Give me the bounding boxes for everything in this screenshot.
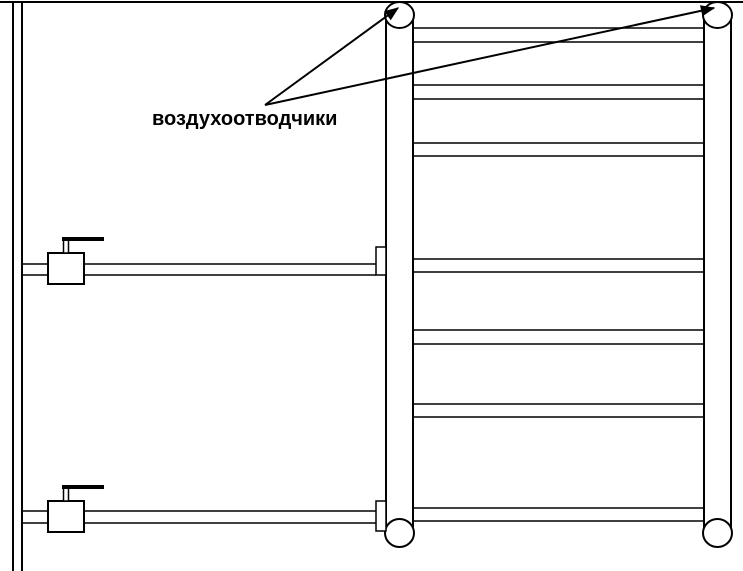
valve-stem-bot [64, 487, 69, 501]
riser-right-cap-top [703, 2, 732, 28]
air-vent-label: воздухоотводчики [152, 108, 337, 131]
fitting-top [376, 247, 386, 275]
fitting-bot [376, 501, 386, 531]
valve-stem-top [64, 239, 69, 253]
riser-right-cap-bot [703, 519, 732, 547]
diagram-svg [0, 0, 743, 571]
riser-left-cap-bot [385, 519, 414, 547]
valve-body-top [48, 253, 84, 284]
valve-body-bot [48, 501, 84, 532]
